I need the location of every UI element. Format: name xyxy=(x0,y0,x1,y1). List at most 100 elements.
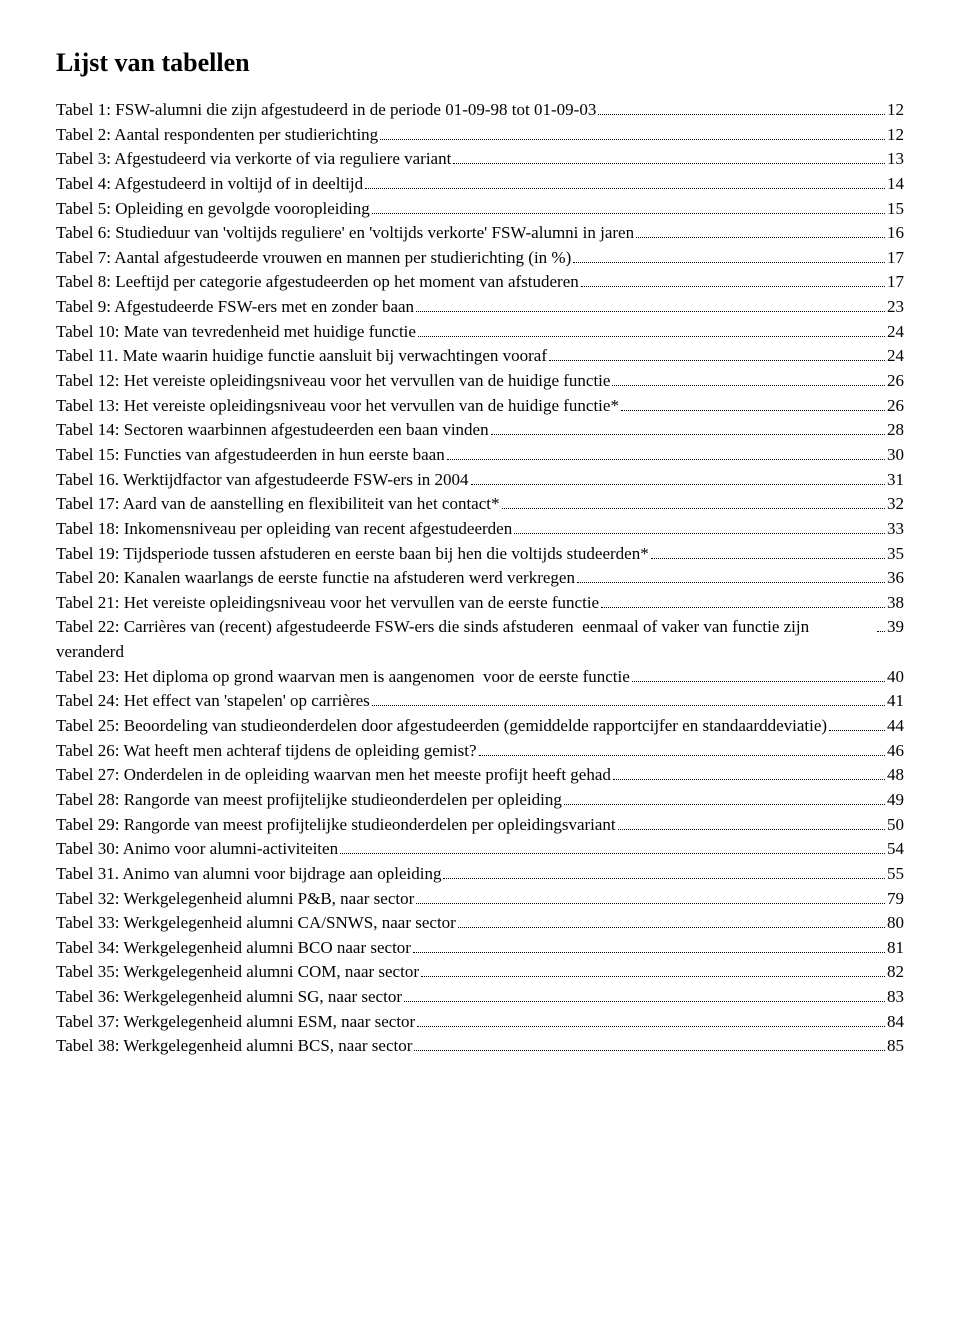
toc-entry: Tabel 21: Het vereiste opleidingsniveau … xyxy=(56,591,904,616)
toc-entry: Tabel 4: Afgestudeerd in voltijd of in d… xyxy=(56,172,904,197)
toc-entry-label: Tabel 19: Tijdsperiode tussen afstuderen… xyxy=(56,542,649,567)
toc-entry-label: Tabel 36: Werkgelegenheid alumni SG, naa… xyxy=(56,985,402,1010)
toc-entry: Tabel 28: Rangorde van meest profijtelij… xyxy=(56,788,904,813)
toc-entry-page: 17 xyxy=(887,270,904,295)
toc-entry-page: 83 xyxy=(887,985,904,1010)
toc-entry: Tabel 1: FSW-alumni die zijn afgestudeer… xyxy=(56,98,904,123)
toc-entry-label: Tabel 1: FSW-alumni die zijn afgestudeer… xyxy=(56,98,596,123)
toc-entry: Tabel 30: Animo voor alumni-activiteiten… xyxy=(56,837,904,862)
toc-entry: Tabel 5: Opleiding en gevolgde vooroplei… xyxy=(56,197,904,222)
toc-entry-page: 81 xyxy=(887,936,904,961)
toc-entry-label: Tabel 7: Aantal afgestudeerde vrouwen en… xyxy=(56,246,571,271)
toc-entry-page: 55 xyxy=(887,862,904,887)
toc-entry-label: Tabel 26: Wat heeft men achteraf tijdens… xyxy=(56,739,477,764)
toc-entry-page: 28 xyxy=(887,418,904,443)
toc-leader-dots xyxy=(632,681,885,682)
toc-entry: Tabel 24: Het effect van 'stapelen' op c… xyxy=(56,689,904,714)
toc-leader-dots xyxy=(372,213,885,214)
toc-entry: Tabel 14: Sectoren waarbinnen afgestudee… xyxy=(56,418,904,443)
toc-entry: Tabel 34: Werkgelegenheid alumni BCO naa… xyxy=(56,936,904,961)
toc-entry: Tabel 16. Werktijdfactor van afgestudeer… xyxy=(56,468,904,493)
toc-leader-dots xyxy=(502,508,886,509)
toc-entry-page: 82 xyxy=(887,960,904,985)
toc-entry-page: 26 xyxy=(887,369,904,394)
toc-leader-dots xyxy=(577,582,885,583)
toc-entry: Tabel 33: Werkgelegenheid alumni CA/SNWS… xyxy=(56,911,904,936)
toc-entry-page: 15 xyxy=(887,197,904,222)
toc-entry-label: Tabel 38: Werkgelegenheid alumni BCS, na… xyxy=(56,1034,412,1059)
toc-entry-label: Tabel 20: Kanalen waarlangs de eerste fu… xyxy=(56,566,575,591)
toc-entry: Tabel 31. Animo van alumni voor bijdrage… xyxy=(56,862,904,887)
toc-entry-label: Tabel 27: Onderdelen in de opleiding waa… xyxy=(56,763,611,788)
toc-leader-dots xyxy=(414,1050,885,1051)
toc-entry-page: 44 xyxy=(887,714,904,739)
toc-entry-label: Tabel 35: Werkgelegenheid alumni COM, na… xyxy=(56,960,419,985)
toc-entry-page: 31 xyxy=(887,468,904,493)
toc-entry: Tabel 17: Aard van de aanstelling en fle… xyxy=(56,492,904,517)
toc-leader-dots xyxy=(601,607,885,608)
toc-entry-page: 14 xyxy=(887,172,904,197)
toc-entry-label: Tabel 3: Afgestudeerd via verkorte of vi… xyxy=(56,147,451,172)
toc-leader-dots xyxy=(581,286,885,287)
toc-leader-dots xyxy=(514,533,885,534)
toc-leader-dots xyxy=(418,336,885,337)
toc-entry-label: Tabel 17: Aard van de aanstelling en fle… xyxy=(56,492,500,517)
toc-entry-page: 35 xyxy=(887,542,904,567)
toc-entry-page: 79 xyxy=(887,887,904,912)
toc-leader-dots xyxy=(479,755,885,756)
toc-leader-dots xyxy=(549,360,885,361)
toc-entry-page: 38 xyxy=(887,591,904,616)
toc-entry-label: Tabel 5: Opleiding en gevolgde vooroplei… xyxy=(56,197,370,222)
toc-entry: Tabel 25: Beoordeling van studieonderdel… xyxy=(56,714,904,739)
toc-entry: Tabel 26: Wat heeft men achteraf tijdens… xyxy=(56,739,904,764)
toc-leader-dots xyxy=(598,114,885,115)
toc-leader-dots xyxy=(877,631,885,632)
toc-leader-dots xyxy=(416,311,885,312)
toc-leader-dots xyxy=(651,558,885,559)
toc-entry-page: 16 xyxy=(887,221,904,246)
list-of-tables: Tabel 1: FSW-alumni die zijn afgestudeer… xyxy=(56,98,904,1059)
toc-entry-page: 23 xyxy=(887,295,904,320)
toc-entry: Tabel 2: Aantal respondenten per studier… xyxy=(56,123,904,148)
toc-entry-page: 24 xyxy=(887,344,904,369)
toc-entry: Tabel 10: Mate van tevredenheid met huid… xyxy=(56,320,904,345)
toc-entry-label: Tabel 12: Het vereiste opleidingsniveau … xyxy=(56,369,610,394)
toc-leader-dots xyxy=(564,804,885,805)
toc-entry-label: Tabel 16. Werktijdfactor van afgestudeer… xyxy=(56,468,469,493)
toc-entry-label: Tabel 9: Afgestudeerde FSW-ers met en zo… xyxy=(56,295,414,320)
toc-entry-label: Tabel 31. Animo van alumni voor bijdrage… xyxy=(56,862,441,887)
toc-entry-page: 17 xyxy=(887,246,904,271)
toc-entry-label: Tabel 33: Werkgelegenheid alumni CA/SNWS… xyxy=(56,911,456,936)
toc-entry-label: Tabel 10: Mate van tevredenheid met huid… xyxy=(56,320,416,345)
toc-entry-page: 46 xyxy=(887,739,904,764)
toc-leader-dots xyxy=(413,952,885,953)
toc-entry-page: 30 xyxy=(887,443,904,468)
toc-entry: Tabel 27: Onderdelen in de opleiding waa… xyxy=(56,763,904,788)
toc-entry: Tabel 7: Aantal afgestudeerde vrouwen en… xyxy=(56,246,904,271)
toc-leader-dots xyxy=(573,262,885,263)
toc-entry-page: 84 xyxy=(887,1010,904,1035)
toc-entry: Tabel 22: Carrières van (recent) afgestu… xyxy=(56,615,904,664)
toc-leader-dots xyxy=(404,1001,885,1002)
toc-leader-dots xyxy=(613,779,885,780)
toc-entry: Tabel 6: Studieduur van 'voltijds reguli… xyxy=(56,221,904,246)
toc-entry-label: Tabel 37: Werkgelegenheid alumni ESM, na… xyxy=(56,1010,415,1035)
toc-leader-dots xyxy=(636,237,885,238)
toc-entry-label: Tabel 4: Afgestudeerd in voltijd of in d… xyxy=(56,172,363,197)
toc-entry-label: Tabel 34: Werkgelegenheid alumni BCO naa… xyxy=(56,936,411,961)
toc-leader-dots xyxy=(458,927,885,928)
toc-entry-page: 48 xyxy=(887,763,904,788)
toc-leader-dots xyxy=(443,878,885,879)
toc-entry-page: 85 xyxy=(887,1034,904,1059)
toc-entry: Tabel 35: Werkgelegenheid alumni COM, na… xyxy=(56,960,904,985)
toc-leader-dots xyxy=(380,139,885,140)
toc-entry-label: Tabel 18: Inkomensniveau per opleiding v… xyxy=(56,517,512,542)
toc-entry-label: Tabel 13: Het vereiste opleidingsniveau … xyxy=(56,394,619,419)
toc-entry-label: Tabel 8: Leeftijd per categorie afgestud… xyxy=(56,270,579,295)
toc-entry-page: 50 xyxy=(887,813,904,838)
toc-leader-dots xyxy=(421,976,885,977)
toc-entry-label: Tabel 30: Animo voor alumni-activiteiten xyxy=(56,837,338,862)
toc-leader-dots xyxy=(612,385,885,386)
toc-entry: Tabel 9: Afgestudeerde FSW-ers met en zo… xyxy=(56,295,904,320)
toc-entry-label: Tabel 32: Werkgelegenheid alumni P&B, na… xyxy=(56,887,414,912)
